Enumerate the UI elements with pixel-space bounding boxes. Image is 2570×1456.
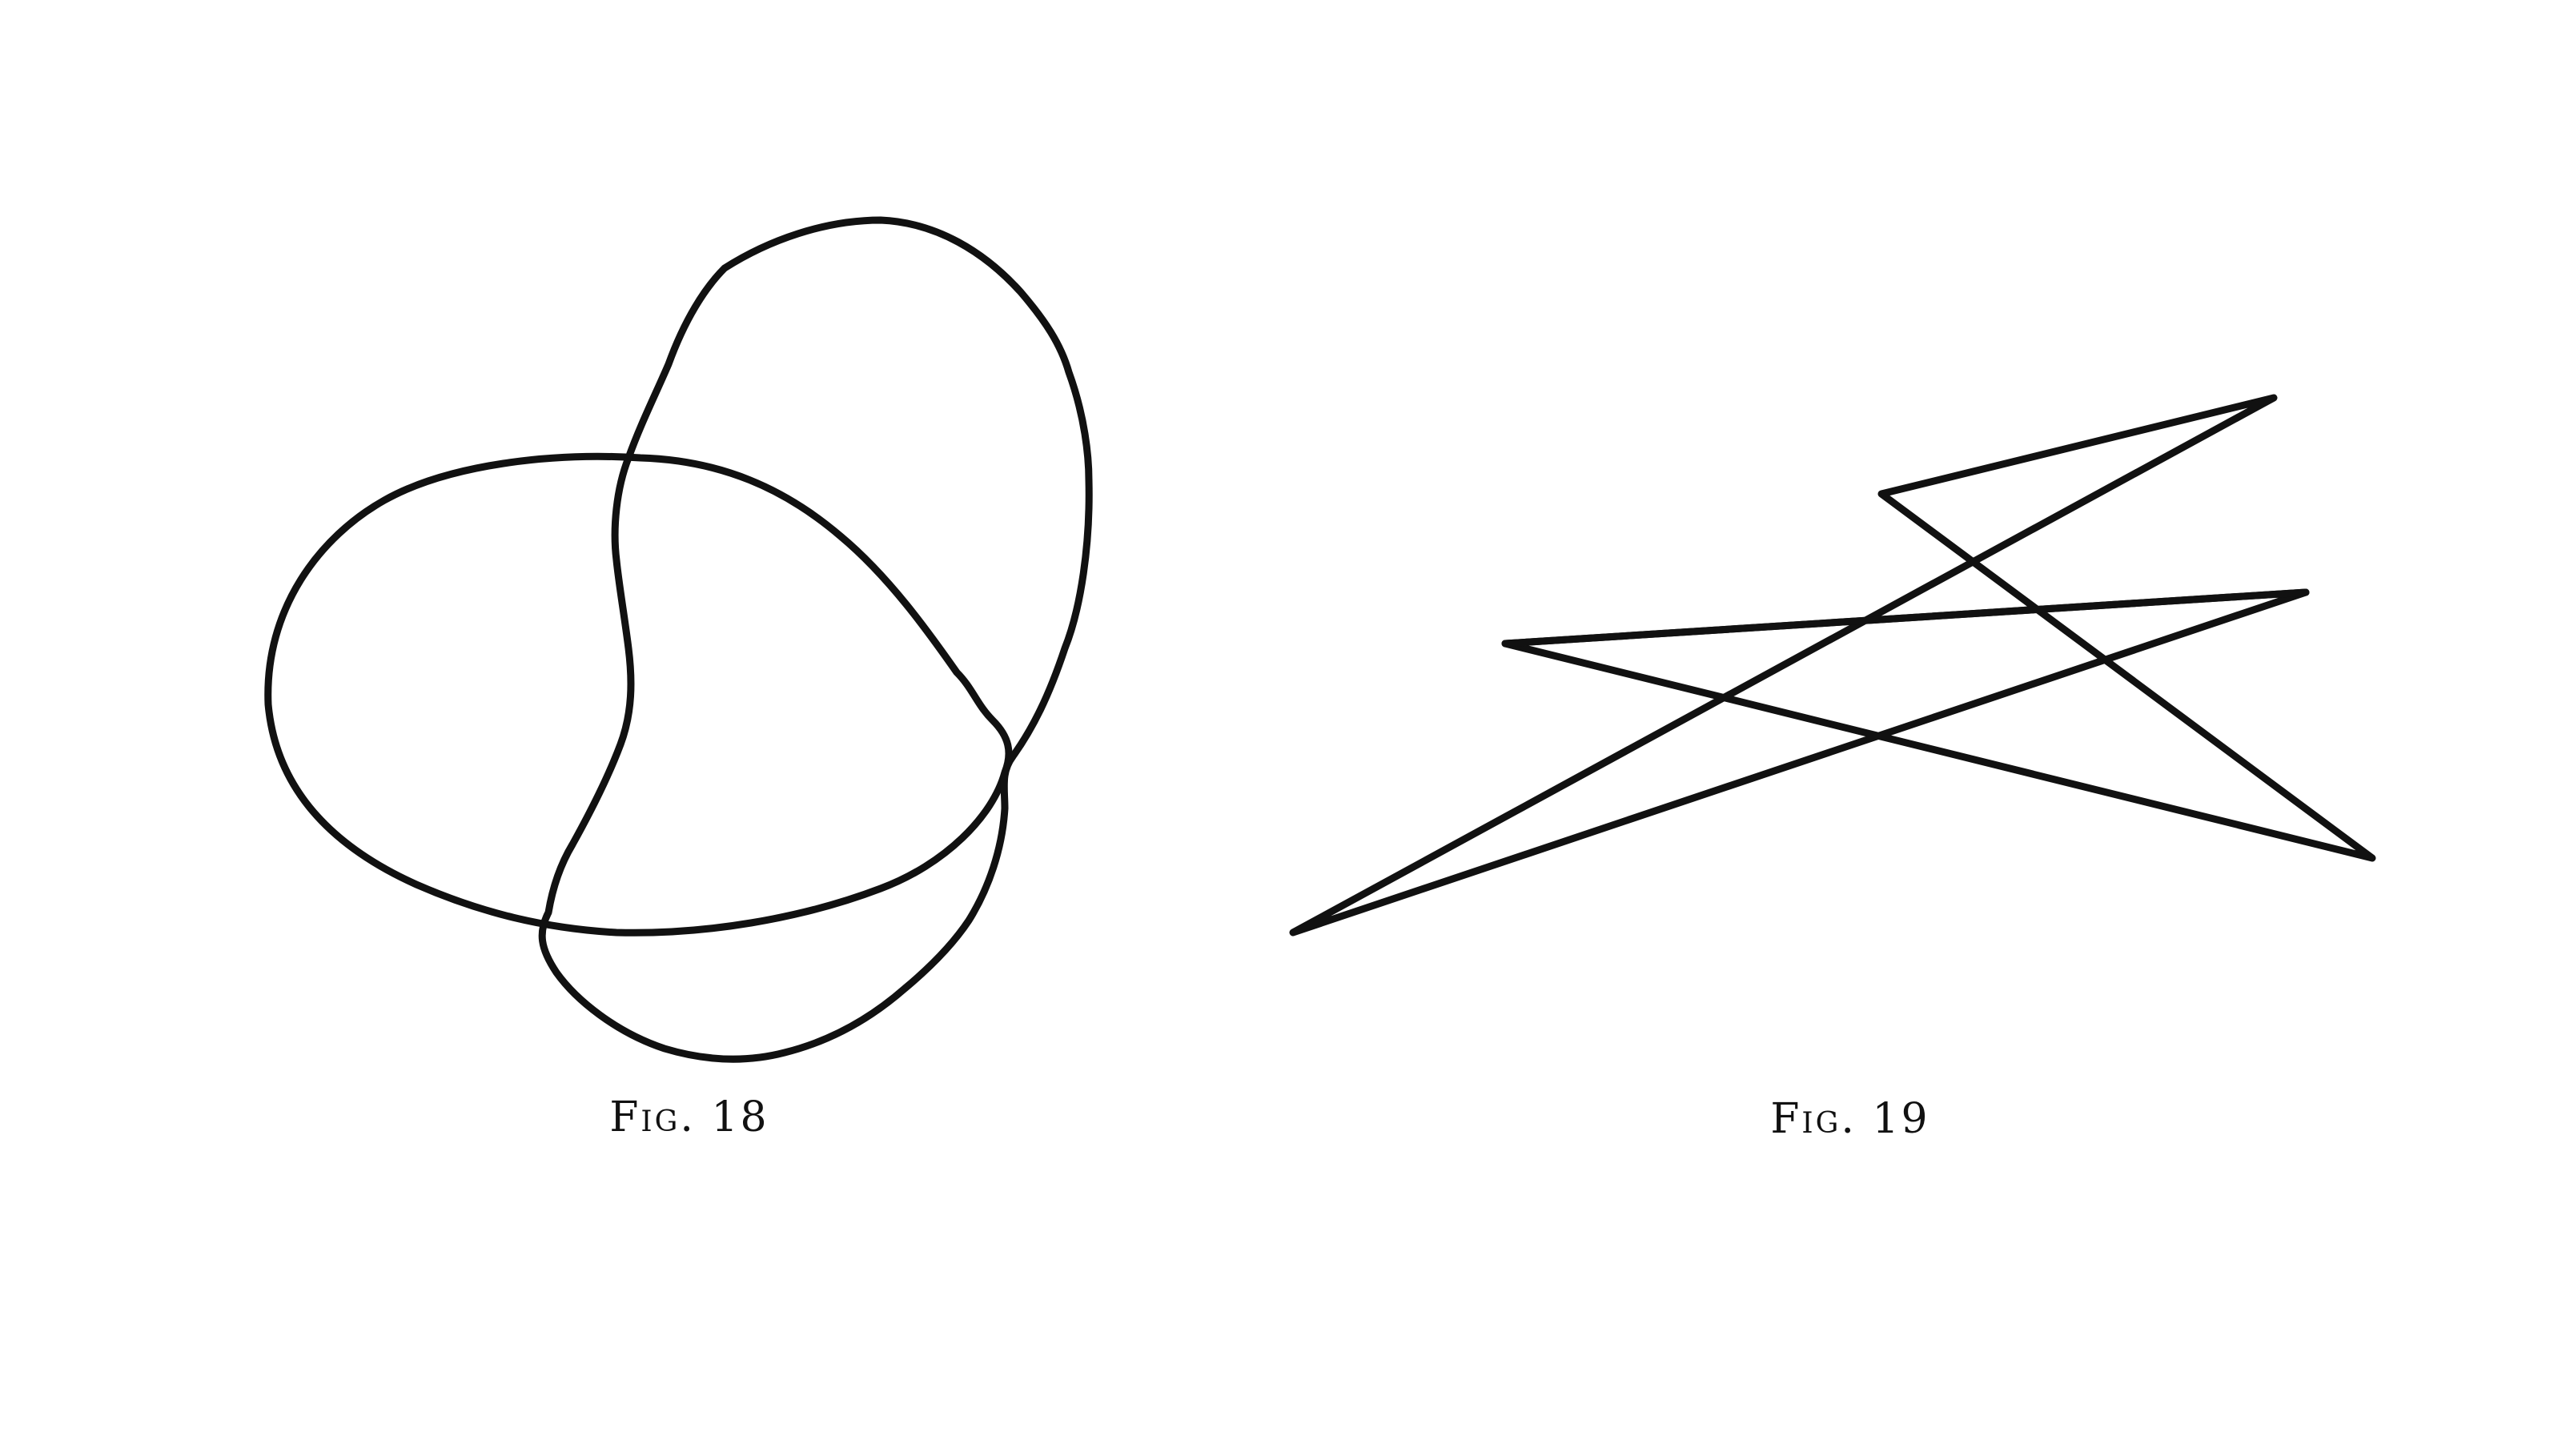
fig-19-knot-drawing (1289, 394, 2376, 937)
fig-19-upper-edge (1501, 588, 2310, 648)
fig-18-horizontal-loop (264, 452, 1013, 937)
fig-19-polygon-path (1289, 394, 2376, 937)
fig-18-vertical-loop (538, 216, 1093, 1063)
fig-18-knot-drawing (264, 216, 1093, 1063)
fig-18-caption: Fig. 18 (609, 1093, 769, 1141)
fig-19-caption: Fig. 19 (1770, 1095, 1930, 1143)
